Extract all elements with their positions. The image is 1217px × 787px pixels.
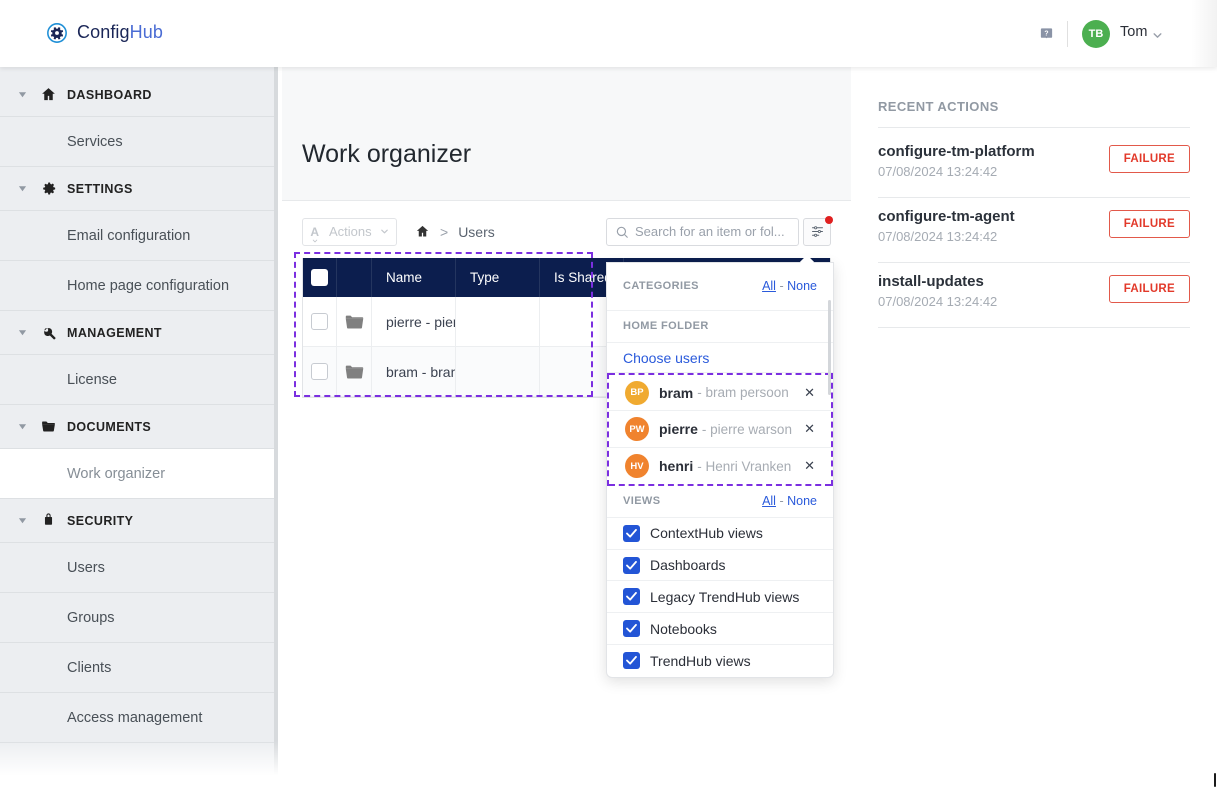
- svg-text:?: ?: [1044, 30, 1048, 37]
